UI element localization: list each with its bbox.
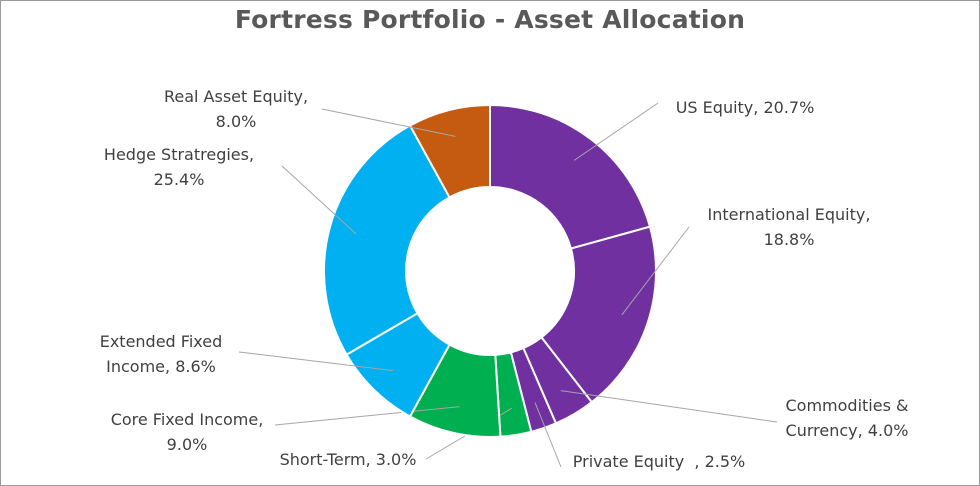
slice-real-asset-equity <box>408 103 491 199</box>
slice-us-equity <box>489 103 652 250</box>
leader-line <box>573 102 659 161</box>
data-label: Short-Term, 3.0% <box>280 450 417 469</box>
data-label: Private Equity , 2.5% <box>573 452 745 471</box>
data-label: Real Asset Equity, 8.0% <box>164 87 308 131</box>
slice-hedge-stratregies <box>323 124 451 356</box>
data-label: International Equity, 18.8% <box>708 205 871 249</box>
leader-line <box>560 390 778 423</box>
slice-international-equity <box>540 225 657 404</box>
leader-line <box>321 108 456 137</box>
leader-line <box>238 351 394 372</box>
data-label: Hedge Stratregies, 25.4% <box>104 145 254 189</box>
leader-line <box>281 165 357 235</box>
data-label: US Equity, 20.7% <box>676 98 815 117</box>
data-label: Extended Fixed Income, 8.6% <box>100 332 223 376</box>
data-label: Core Fixed Income, 9.0% <box>111 410 264 454</box>
chart-title: Fortress Portfolio - Asset Allocation <box>234 5 746 34</box>
leader-line <box>621 226 690 316</box>
leader-line <box>534 402 562 468</box>
data-label: Commodities & Currency, 4.0% <box>786 396 909 440</box>
leader-line <box>274 406 460 426</box>
